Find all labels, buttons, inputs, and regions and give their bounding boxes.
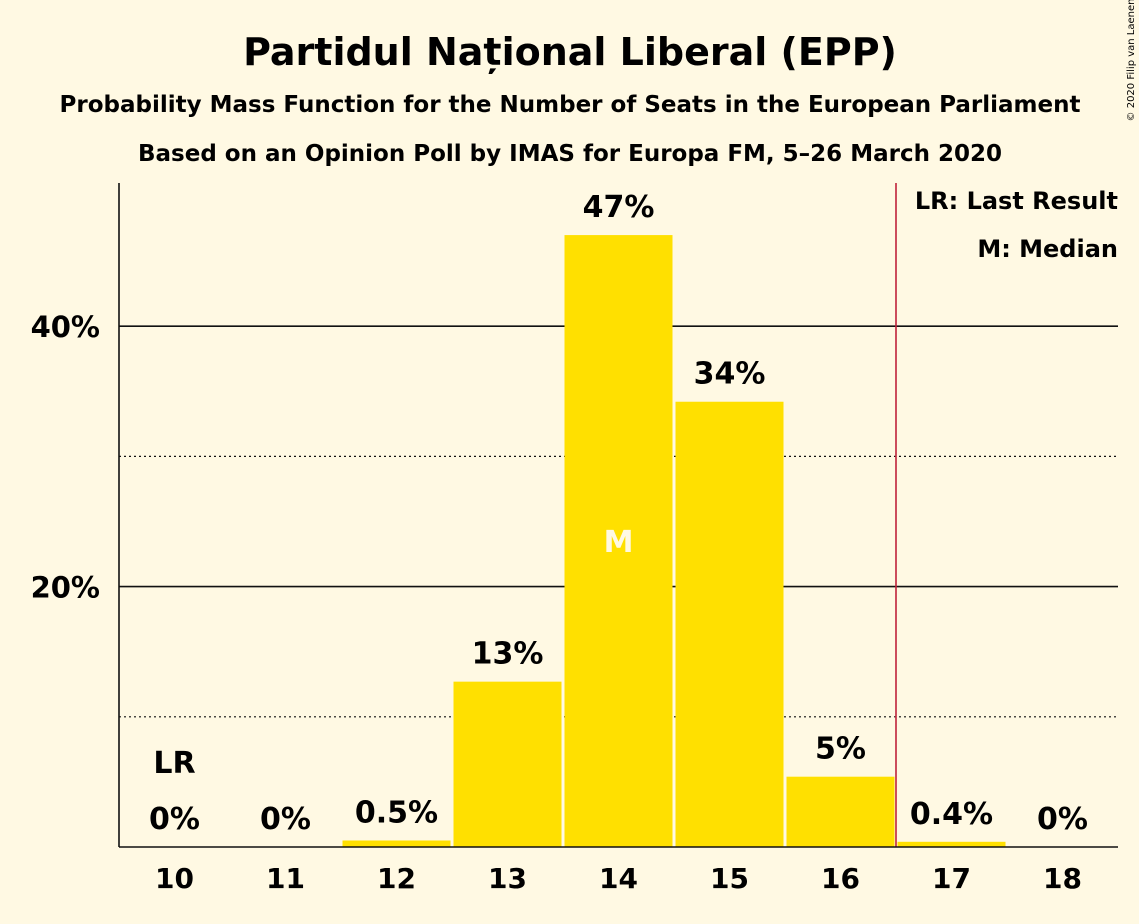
chart-subtitle: Probability Mass Function for the Number…: [60, 92, 1081, 118]
bars: [342, 235, 1006, 847]
chart-source-line: Based on an Opinion Poll by IMAS for Eur…: [138, 141, 1002, 167]
value-label-14: 47%: [583, 190, 655, 225]
copyright-notice: © 2020 Filip van Laenen: [1126, 0, 1137, 121]
value-label-11: 0%: [260, 802, 311, 837]
legend-last-result: LR: Last Result: [915, 187, 1118, 215]
bar-17: [897, 841, 1006, 847]
value-label-17: 0.4%: [910, 797, 993, 832]
x-tick-label-15: 15: [710, 862, 749, 895]
x-tick-label-17: 17: [932, 862, 971, 895]
value-label-18: 0%: [1037, 802, 1088, 837]
y-tick-label-1: 40%: [31, 310, 100, 344]
x-tick-label-18: 18: [1043, 862, 1082, 895]
x-tick-label-12: 12: [377, 862, 416, 895]
annotations: 0% 10 LR 0% 11 0.5% 12 13% 13 47% 14 M 34% 15 5% 16 0.4%…: [149, 183, 1088, 895]
value-label-10: 0%: [149, 802, 200, 837]
x-tick-label-13: 13: [488, 862, 527, 895]
value-label-16: 5%: [815, 732, 866, 767]
value-label-13: 13%: [472, 637, 544, 672]
legend-median: M: Median: [977, 235, 1118, 263]
x-tick-label-14: 14: [599, 862, 638, 895]
x-tick-label-10: 10: [155, 862, 194, 895]
bar-16: [786, 776, 895, 847]
y-tick-label-0: 20%: [31, 571, 100, 605]
x-tick-label-16: 16: [821, 862, 860, 895]
x-tick-label-11: 11: [266, 862, 305, 895]
bar-15: [675, 401, 784, 847]
last-result-marker: LR: [153, 746, 195, 781]
value-label-15: 34%: [694, 357, 766, 392]
bar-14: [564, 235, 673, 847]
median-marker: M: [604, 525, 634, 560]
chart-title: Partidul Național Liberal (EPP): [243, 30, 897, 74]
value-label-12: 0.5%: [355, 795, 438, 830]
bar-13: [453, 681, 562, 847]
bar-12: [342, 840, 451, 847]
